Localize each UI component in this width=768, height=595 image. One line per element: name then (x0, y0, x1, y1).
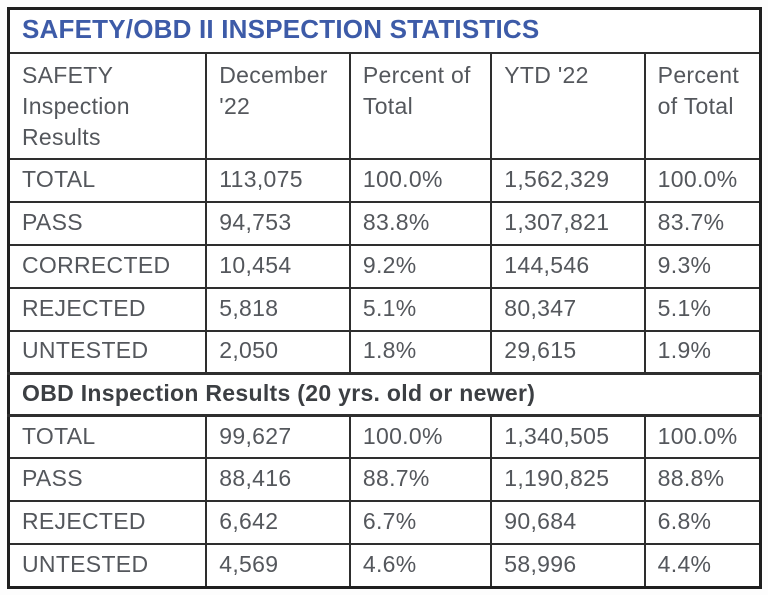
cell-ytd-value: 58,996 (490, 543, 646, 589)
cell-ytd-percent: 5.1% (643, 286, 762, 332)
cell-ytd-value: 80,347 (490, 286, 646, 332)
page-title: SAFETY/OBD II INSPECTION STATISTICS (7, 7, 762, 54)
inspection-statistics-table: SAFETY/OBD II INSPECTION STATISTICS SAFE… (7, 7, 762, 589)
table-row-safety-total: TOTAL 113,075 100.0% 1,562,329 100.0% (7, 157, 762, 203)
cell-ytd-value: 1,190,825 (490, 457, 646, 503)
cell-ytd-percent: 6.8% (643, 500, 762, 546)
table-row-safety-rejected: REJECTED 5,818 5.1% 80,347 5.1% (7, 286, 762, 332)
row-label: UNTESTED (7, 543, 208, 589)
cell-december-percent: 6.7% (348, 500, 493, 546)
cell-december-percent: 83.8% (348, 200, 493, 246)
row-label: TOTAL (7, 157, 208, 203)
row-label: REJECTED (7, 500, 208, 546)
col-header-december-22: December '22 (205, 51, 351, 160)
cell-ytd-value: 1,340,505 (490, 414, 646, 460)
row-label: PASS (7, 200, 208, 246)
cell-december-percent: 100.0% (348, 157, 493, 203)
col-header-percent-of-total-ytd: Percent of Total (643, 51, 762, 160)
cell-ytd-percent: 4.4% (643, 543, 762, 589)
col-header-percent-of-total-month: Percent of Total (348, 51, 493, 160)
row-label: UNTESTED (7, 329, 208, 375)
cell-december-value: 99,627 (205, 414, 351, 460)
table-row-safety-corrected: CORRECTED 10,454 9.2% 144,546 9.3% (7, 243, 762, 289)
cell-december-value: 4,569 (205, 543, 351, 589)
cell-december-value: 10,454 (205, 243, 351, 289)
table-row-obd-total: TOTAL 99,627 100.0% 1,340,505 100.0% (7, 414, 762, 460)
cell-ytd-percent: 83.7% (643, 200, 762, 246)
cell-december-value: 5,818 (205, 286, 351, 332)
table-row-safety-pass: PASS 94,753 83.8% 1,307,821 83.7% (7, 200, 762, 246)
cell-ytd-percent: 100.0% (643, 157, 762, 203)
row-label: REJECTED (7, 286, 208, 332)
cell-ytd-value: 90,684 (490, 500, 646, 546)
cell-ytd-value: 144,546 (490, 243, 646, 289)
obd-section-title: OBD Inspection Results (20 yrs. old or n… (7, 372, 762, 417)
cell-ytd-value: 29,615 (490, 329, 646, 375)
cell-ytd-percent: 100.0% (643, 414, 762, 460)
column-header-row: SAFETY Inspection Results December '22 P… (7, 51, 762, 160)
row-label: TOTAL (7, 414, 208, 460)
cell-december-percent: 4.6% (348, 543, 493, 589)
cell-ytd-percent: 9.3% (643, 243, 762, 289)
cell-ytd-percent: 1.9% (643, 329, 762, 375)
cell-ytd-percent: 88.8% (643, 457, 762, 503)
row-label: PASS (7, 457, 208, 503)
cell-december-percent: 1.8% (348, 329, 493, 375)
title-row: SAFETY/OBD II INSPECTION STATISTICS (7, 7, 762, 54)
col-header-ytd-22: YTD '22 (490, 51, 646, 160)
table-row-obd-rejected: REJECTED 6,642 6.7% 90,684 6.8% (7, 500, 762, 546)
col-header-safety-results: SAFETY Inspection Results (7, 51, 208, 160)
cell-december-value: 2,050 (205, 329, 351, 375)
cell-december-percent: 100.0% (348, 414, 493, 460)
cell-december-value: 94,753 (205, 200, 351, 246)
table-row-safety-untested: UNTESTED 2,050 1.8% 29,615 1.9% (7, 329, 762, 375)
cell-december-value: 113,075 (205, 157, 351, 203)
table-row-obd-untested: UNTESTED 4,569 4.6% 58,996 4.4% (7, 543, 762, 589)
table-row-obd-pass: PASS 88,416 88.7% 1,190,825 88.8% (7, 457, 762, 503)
cell-ytd-value: 1,307,821 (490, 200, 646, 246)
obd-section-header-row: OBD Inspection Results (20 yrs. old or n… (7, 372, 762, 417)
cell-december-percent: 5.1% (348, 286, 493, 332)
row-label: CORRECTED (7, 243, 208, 289)
cell-december-value: 6,642 (205, 500, 351, 546)
cell-december-percent: 9.2% (348, 243, 493, 289)
cell-december-value: 88,416 (205, 457, 351, 503)
cell-ytd-value: 1,562,329 (490, 157, 646, 203)
cell-december-percent: 88.7% (348, 457, 493, 503)
